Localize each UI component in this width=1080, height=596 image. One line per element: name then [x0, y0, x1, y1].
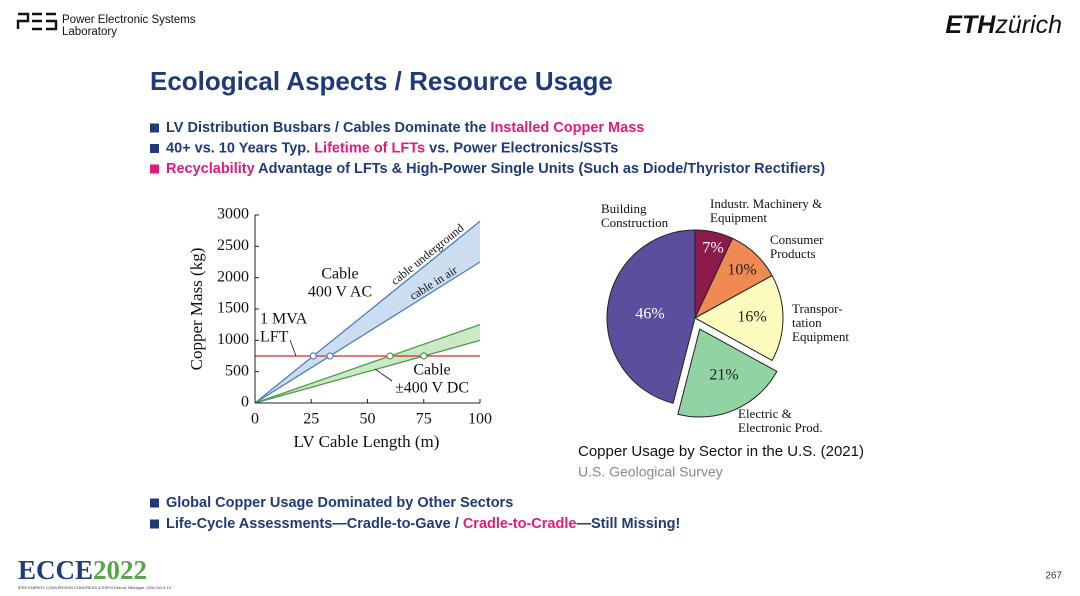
bullet-text: Global Copper Usage Dominated by Other S…: [166, 495, 513, 511]
bullet-marker: [150, 519, 159, 529]
pie-slice: [677, 328, 778, 418]
bullet-segment: Installed Copper Mass: [490, 120, 644, 136]
ecce-subline: IEEE ENERGY CONVERSION CONGRESS & EXPO D…: [18, 585, 172, 590]
x-tick-label: 25: [303, 411, 319, 428]
page-number: 267: [1045, 571, 1062, 582]
lab-name: Laboratory: [62, 26, 117, 38]
pie-title: Copper Usage by Sector in the U.S. (2021…: [578, 443, 864, 460]
pie-slice: [606, 229, 696, 404]
intersection-marker: [386, 352, 394, 360]
slice-category-label: Building: [601, 201, 647, 216]
slice-category-label: Equipment: [710, 210, 767, 225]
bullet-text: 40+ vs. 10 Years Typ. Lifetime of LFTs v…: [166, 140, 618, 156]
y-tick-label: 1500: [217, 300, 249, 317]
pes-logo: [16, 12, 58, 31]
slice-category-label: Transpor-: [792, 301, 843, 316]
slice-category-label: Products: [770, 246, 816, 261]
band-edge: [254, 339, 481, 404]
intersection-marker: [326, 352, 334, 360]
slide-title: Ecological Aspects / Resource Usage: [150, 66, 613, 96]
bullet-segment: 40+ vs. 10 Years Typ.: [166, 140, 314, 156]
bullet-marker: [150, 498, 159, 508]
y-tick-label: 2500: [217, 237, 249, 254]
bullet-segment: vs. Power Electronics/SSTs: [425, 140, 618, 156]
slice-value-label: 16%: [737, 309, 766, 326]
bullet-text: LV Distribution Busbars / Cables Dominat…: [166, 120, 644, 136]
lab-name: Power Electronic Systems: [62, 14, 196, 26]
pie-chart: 7%Industr. Machinery &Equipment10%Consum…: [578, 196, 864, 480]
bullet-text: Recyclability Advantage of LFTs & High-P…: [166, 161, 825, 177]
band-label: Cable: [321, 266, 358, 283]
threshold-label: 1 MVA: [260, 311, 308, 328]
bullet-segment: Cradle-to-Cradle: [463, 516, 577, 532]
slice-value-label: 46%: [635, 306, 664, 323]
slice-category-label: Electronic Prod.: [738, 420, 822, 435]
slice-category-label: Equipment: [792, 329, 849, 344]
eth-logo: ETHzürich: [945, 11, 1062, 39]
intersection-marker: [420, 352, 428, 360]
bullet-text: Life-Cycle Assessments—Cradle-to-Gave / …: [166, 516, 680, 532]
y-tick-label: 3000: [217, 206, 249, 223]
band-edge: [254, 261, 481, 404]
band-label: Cable: [413, 362, 450, 379]
bullet-segment: Global Copper Usage Dominated by Other S…: [166, 495, 513, 511]
bullet-segment: —Still Missing!: [576, 516, 680, 532]
leader-line: [289, 339, 297, 357]
slice-value-label: 10%: [727, 262, 756, 279]
intersection-marker: [309, 352, 317, 360]
slice-category-label: Industr. Machinery &: [710, 196, 822, 211]
line-chart: 0 500 1000 1500 2000 2500 3000 0 25 50 75 100 LV Cab…: [187, 206, 492, 451]
ecce-logo-year: 2022: [93, 555, 147, 585]
pie-source: U.S. Geological Survey: [578, 464, 723, 480]
bullet-segment: LV Distribution Busbars / Cables Dominat…: [166, 120, 490, 136]
slice-category-label: Consumer: [770, 232, 824, 247]
y-tick-label: 2000: [217, 268, 249, 285]
x-axis-label: LV Cable Length (m): [294, 432, 440, 451]
ecce-logo: ECCE2022: [18, 555, 147, 585]
slice-value-label: 7%: [702, 240, 723, 257]
ecce-logo-name: ECCE: [18, 555, 93, 585]
y-axis-label: Copper Mass (kg): [187, 248, 206, 371]
eth-logo-light: zürich: [994, 11, 1062, 39]
eth-logo-bold: ETH: [945, 11, 996, 39]
y-tick-label: 1000: [217, 331, 249, 348]
slice-value-label: 21%: [709, 367, 738, 384]
band-label: ±400 V DC: [395, 380, 469, 397]
bullet-marker: [150, 123, 159, 133]
pie-slice: [693, 274, 784, 362]
slice-category-label: Construction: [601, 215, 669, 230]
charts: 0 500 1000 1500 2000 2500 3000 0 25 50 75 100 LV Cab…: [187, 196, 864, 480]
bullets: LV Distribution Busbars / Cables Dominat…: [150, 120, 825, 532]
bullet-segment: Life-Cycle Assessments—Cradle-to-Gave /: [166, 516, 463, 532]
band-edge: [254, 324, 481, 404]
y-tick-label: 0: [241, 394, 249, 411]
slice-category-label: Electric &: [738, 406, 792, 421]
band-label: 400 V AC: [308, 284, 372, 301]
x-tick-label: 75: [416, 411, 432, 428]
x-tick-label: 50: [360, 411, 376, 428]
leader-line: [374, 368, 393, 382]
bullet-marker: [150, 144, 159, 153]
bullet-segment: Advantage of LFTs & High-Power Single Un…: [255, 161, 826, 177]
x-tick-label: 0: [251, 411, 259, 428]
y-tick-label: 500: [225, 362, 249, 379]
bullet-segment: Recyclability: [166, 161, 255, 177]
bullet-segment: Lifetime of LFTs: [314, 140, 425, 156]
band-edge: [254, 220, 481, 404]
bullet-marker: [150, 164, 159, 174]
x-tick-label: 100: [468, 411, 492, 428]
threshold-label: LFT: [260, 329, 289, 346]
slice-category-label: tation: [792, 315, 822, 330]
